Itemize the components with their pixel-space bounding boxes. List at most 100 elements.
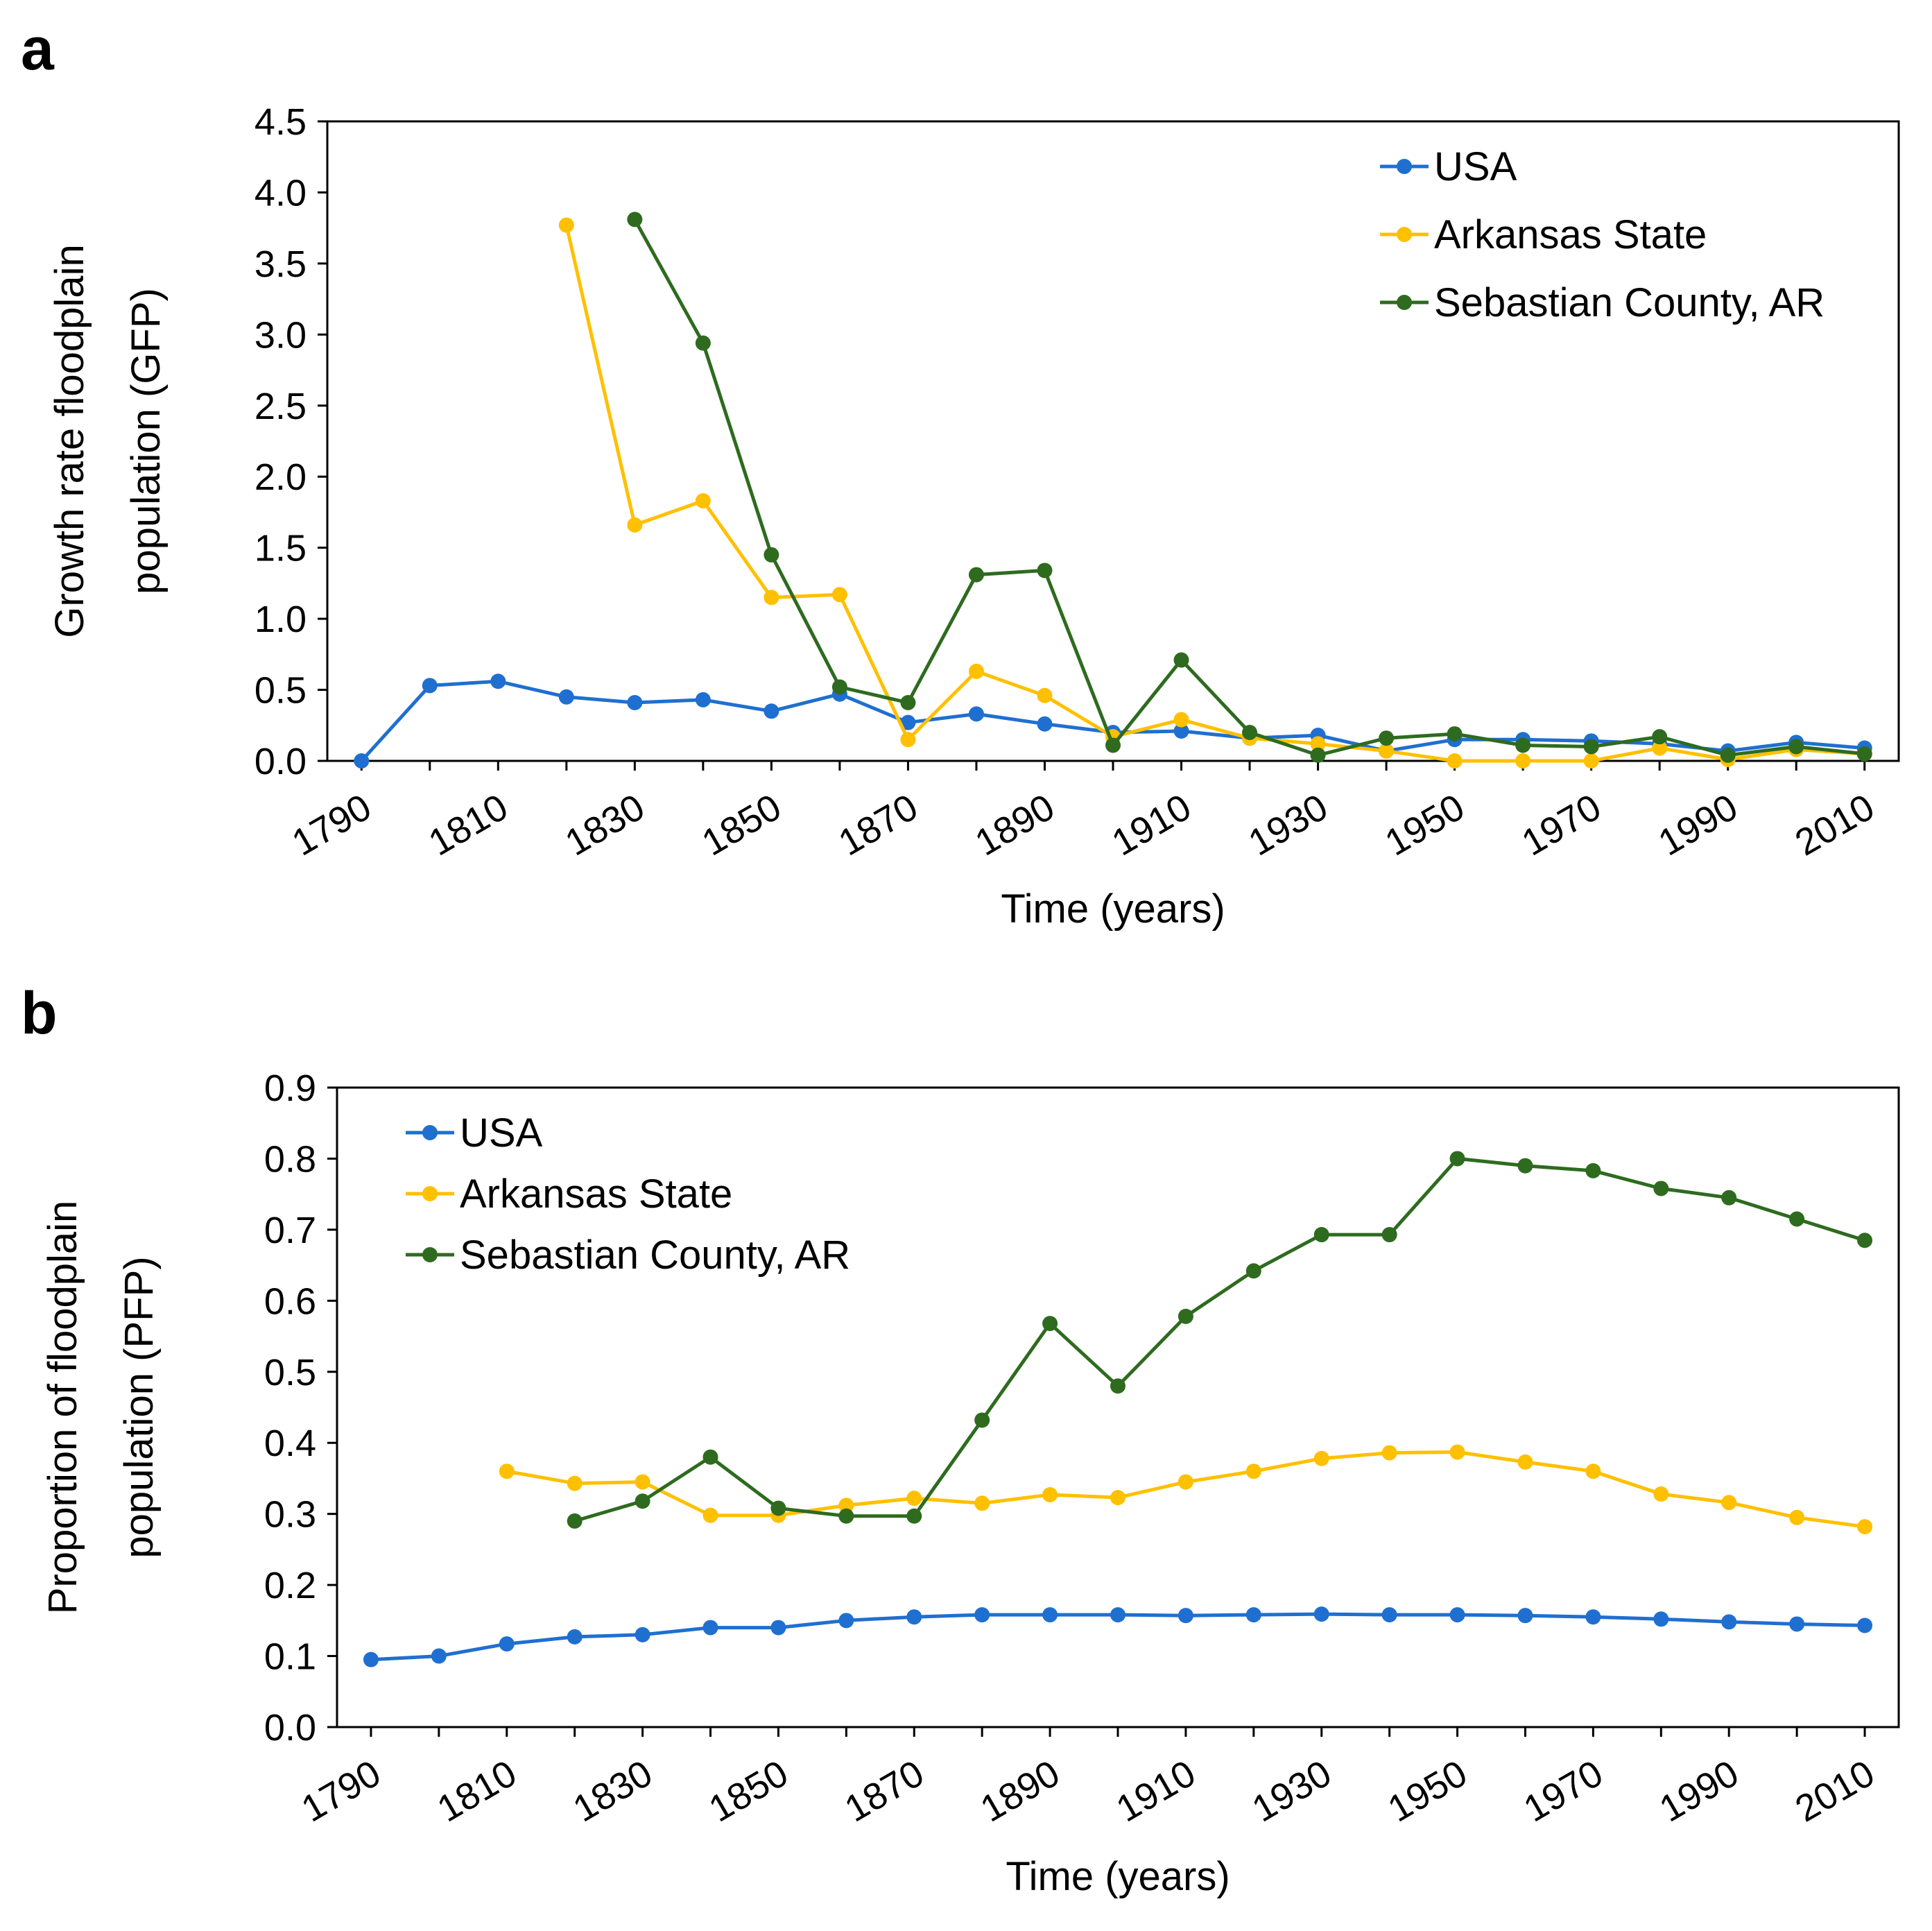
data-point (1173, 723, 1189, 739)
y-tick-label: 4.5 (255, 101, 307, 143)
series-usa (363, 1606, 1873, 1667)
data-point (1447, 753, 1463, 769)
data-point (1789, 1616, 1805, 1632)
data-point (1381, 1227, 1397, 1243)
x-tick-label: 1970 (1517, 1752, 1610, 1830)
panel-a: a 0.0 0.5 1.0 1.5 2.0 2.5 3.0 3.5 4.0 4.5 1790 1810… (21, 16, 1900, 932)
y-tick-label: 4.0 (255, 172, 307, 214)
panel-label-a: a (21, 16, 55, 83)
data-point (1381, 1607, 1397, 1623)
data-point (770, 1620, 786, 1636)
data-point (1517, 1608, 1533, 1624)
data-point (1110, 1607, 1125, 1623)
data-point (490, 673, 506, 689)
data-point (627, 517, 643, 533)
data-point (627, 212, 643, 228)
data-point (567, 1513, 583, 1529)
data-point (1313, 1450, 1329, 1466)
data-point (1313, 1227, 1329, 1243)
data-point (558, 217, 574, 233)
data-point (499, 1464, 515, 1479)
data-point (831, 587, 847, 603)
data-point (1517, 1454, 1533, 1470)
x-tick-label: 1910 (1110, 1752, 1202, 1830)
data-point (1653, 1181, 1669, 1196)
data-point (764, 590, 779, 606)
y-axis-title-line: Proportion of floodplain (40, 1201, 85, 1615)
data-point (1583, 753, 1599, 769)
data-point (702, 1449, 718, 1465)
y-tick-label: 0.0 (264, 1707, 316, 1749)
data-point (1042, 1487, 1058, 1503)
data-point (1110, 1378, 1125, 1394)
y-tick-label: 2.0 (255, 456, 307, 498)
legend-swatch-marker (1397, 227, 1412, 242)
data-point (1105, 737, 1121, 753)
data-point (900, 714, 916, 730)
data-point (1245, 1464, 1261, 1479)
y-tick-label: 3.5 (255, 243, 307, 285)
data-point (1313, 1606, 1329, 1622)
legend-swatch-marker (422, 1125, 438, 1140)
x-tick-label: 1970 (1515, 786, 1608, 864)
y-tick-label: 1.0 (255, 599, 307, 640)
x-tick-label: 2010 (1788, 1752, 1881, 1830)
y-tick-label: 1.5 (255, 528, 307, 569)
data-point (968, 567, 984, 583)
data-point (1585, 1162, 1601, 1178)
x-tick-label: 1870 (831, 786, 924, 864)
legend-swatch-marker (1397, 295, 1412, 310)
x-tick-label: 1890 (968, 786, 1061, 864)
data-point (431, 1648, 447, 1664)
data-point (1173, 652, 1189, 668)
y-tick-label: 0.9 (264, 1067, 316, 1109)
data-point (1178, 1474, 1193, 1490)
series-usa (354, 673, 1872, 769)
data-point (695, 692, 711, 707)
y-axis-title-line: population (GFP) (123, 288, 169, 594)
data-point (1583, 739, 1599, 755)
data-point (968, 706, 984, 722)
data-point (1652, 729, 1668, 745)
data-point (764, 703, 779, 719)
y-tick-label: 0.3 (264, 1494, 316, 1536)
data-point (1515, 737, 1531, 753)
legend-swatch-marker (422, 1247, 438, 1262)
x-axis-title: Time (years) (1006, 1854, 1230, 1899)
data-point (1037, 716, 1053, 732)
data-point (1789, 1211, 1805, 1227)
x-tick-label: 1990 (1652, 786, 1745, 864)
data-point (838, 1508, 854, 1524)
data-point (635, 1474, 650, 1490)
data-point (567, 1629, 583, 1645)
data-point (1857, 1519, 1873, 1535)
data-point (1721, 1495, 1737, 1511)
data-point (1178, 1608, 1193, 1624)
data-point (1379, 743, 1395, 759)
data-point (906, 1491, 922, 1507)
x-tick-label: 1990 (1653, 1752, 1745, 1830)
y-tick-label: 0.7 (264, 1210, 316, 1251)
x-tick-label: 1910 (1105, 786, 1198, 864)
legend-label: Arkansas State (460, 1172, 732, 1217)
data-point (1037, 563, 1053, 578)
y-axis-title-line: population (PFP) (117, 1256, 162, 1558)
x-tick-label: 1790 (285, 786, 378, 864)
data-point (1652, 740, 1668, 756)
data-point (1110, 1490, 1125, 1506)
data-point (1653, 1486, 1669, 1502)
data-point (1449, 1444, 1465, 1460)
x-axis-title: Time (years) (1001, 886, 1225, 932)
data-point (906, 1609, 922, 1625)
x-tick-label: 1790 (295, 1752, 388, 1830)
data-point (627, 694, 643, 710)
data-point (1173, 712, 1189, 728)
data-point (1379, 730, 1395, 746)
x-tick-label: 1810 (431, 1752, 524, 1830)
legend-label: Sebastian County, AR (1434, 280, 1825, 325)
x-tick-label: 1810 (422, 786, 515, 864)
legend-label: Arkansas State (1434, 212, 1707, 257)
series-sebastian-county-ar (627, 212, 1872, 763)
data-point (695, 335, 711, 351)
panel-label-b: b (21, 980, 58, 1047)
